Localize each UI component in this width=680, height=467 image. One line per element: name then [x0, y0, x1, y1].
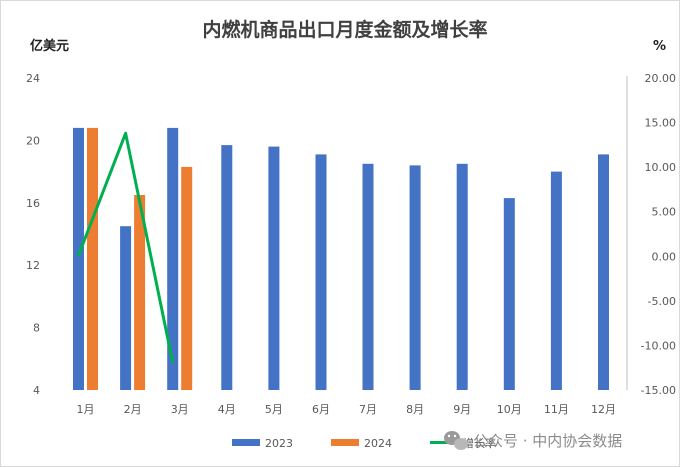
bar-s1-0	[87, 127, 98, 391]
watermark: 公众号 · 中内协会数据	[444, 431, 622, 450]
bar-s0-7	[409, 165, 421, 390]
line-point-2	[171, 361, 174, 364]
watermark-text: 公众号 · 中内协会数据	[473, 432, 622, 450]
line-point-1	[124, 132, 127, 135]
chart-title: 内燃机商品出口月度金额及增长率	[202, 18, 487, 41]
right-tick-3: 0.00	[652, 250, 677, 263]
right-tick-4: 5.00	[652, 206, 677, 219]
left-tick-0: 4	[33, 384, 40, 397]
bar-s0-0	[73, 127, 84, 391]
bar-s0-3	[221, 145, 233, 390]
legend-label-2: 增长率	[463, 436, 496, 450]
right-tick-0: -15.00	[641, 384, 676, 397]
legend: 2023 2024 增长率	[232, 436, 496, 450]
x-tick-8: 9月	[453, 403, 471, 416]
legend-swatch-0	[232, 439, 260, 446]
bar-s0-9	[503, 198, 515, 390]
x-tick-1: 2月	[124, 403, 142, 416]
right-tick-6: 15.00	[645, 117, 677, 130]
left-tick-4: 20	[26, 134, 40, 147]
x-tick-6: 7月	[359, 403, 377, 416]
right-tick-1: -10.00	[641, 339, 676, 352]
bar-s1-1	[134, 195, 146, 390]
bar-s0-2	[167, 127, 179, 391]
x-tick-9: 10月	[497, 403, 522, 416]
bar-s0-10	[550, 171, 562, 390]
x-tick-11: 12月	[591, 403, 616, 416]
bar-s0-5	[315, 154, 327, 390]
wechat-icon	[444, 431, 468, 450]
bar-s0-6	[362, 163, 374, 390]
bar-s0-1	[120, 226, 132, 390]
left-tick-3: 16	[26, 197, 40, 210]
x-tick-4: 5月	[265, 403, 283, 416]
legend-swatch-1	[331, 439, 359, 446]
left-tick-1: 8	[33, 322, 40, 335]
left-axis-unit: 亿美元	[30, 38, 69, 54]
bar-s0-8	[456, 163, 468, 390]
x-tick-10: 11月	[544, 403, 569, 416]
x-tick-5: 6月	[312, 403, 330, 416]
line-point-0	[77, 254, 80, 257]
right-tick-7: 20.00	[645, 72, 677, 85]
right-axis-unit: %	[653, 39, 666, 54]
bar-s0-4	[268, 146, 280, 390]
x-tick-3: 4月	[218, 403, 236, 416]
legend-label-0: 2023	[265, 437, 293, 450]
x-tick-2: 3月	[171, 403, 189, 416]
x-tick-0: 1月	[77, 403, 95, 416]
right-tick-5: 10.00	[645, 161, 677, 174]
right-tick-2: -5.00	[648, 295, 676, 308]
x-tick-7: 8月	[406, 403, 424, 416]
bar-s1-2	[181, 166, 193, 390]
left-tick-2: 12	[26, 259, 40, 272]
bar-s0-11	[598, 154, 609, 390]
legend-label-1: 2024	[364, 437, 392, 450]
left-tick-5: 24	[26, 72, 40, 85]
